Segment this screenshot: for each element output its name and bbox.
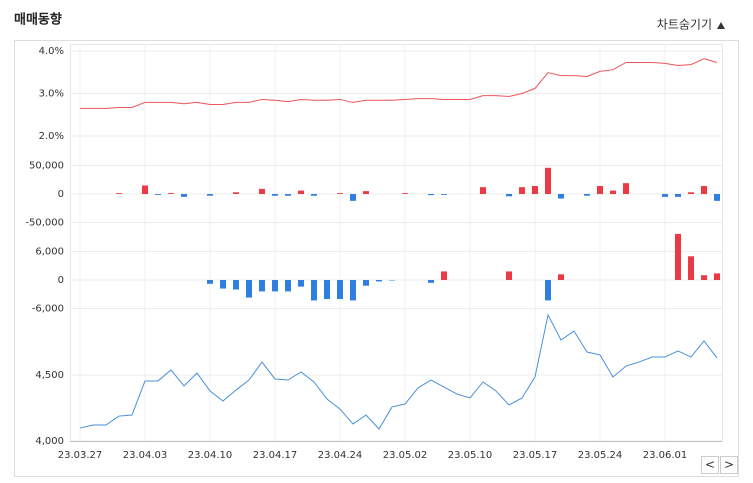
bar <box>662 194 668 197</box>
bar <box>441 271 447 280</box>
line-series <box>80 315 717 429</box>
x-tick-label: 23.04.03 <box>123 450 168 461</box>
bar <box>142 185 148 194</box>
bar <box>506 271 512 280</box>
bar <box>233 192 239 194</box>
x-tick-label: 23.03.27 <box>58 450 103 461</box>
plot-frame <box>71 45 723 442</box>
bar <box>701 275 707 280</box>
bar <box>272 194 278 196</box>
bar <box>402 193 408 194</box>
bar <box>532 186 538 194</box>
x-tick-label: 23.05.24 <box>578 450 623 461</box>
section-title: 매매동향 <box>14 12 62 28</box>
bar <box>298 191 304 194</box>
bar <box>311 194 317 196</box>
y-tick-label: 6,000 <box>35 247 64 258</box>
bar <box>584 194 590 196</box>
bar <box>428 280 434 283</box>
bar <box>441 194 447 195</box>
bar <box>155 194 161 195</box>
bar <box>363 191 369 194</box>
bar <box>558 274 564 280</box>
bar <box>428 194 434 195</box>
bar <box>363 280 369 286</box>
y-tick-label: 3.0% <box>39 89 64 100</box>
bar <box>116 193 122 194</box>
bar <box>181 194 187 197</box>
bar <box>285 280 291 291</box>
bar <box>311 280 317 300</box>
bar <box>350 194 356 201</box>
bar <box>688 256 694 280</box>
bar <box>714 273 720 280</box>
bar <box>168 193 174 194</box>
bar <box>285 194 291 196</box>
bar <box>350 280 356 300</box>
y-tick-label: 4,500 <box>35 370 64 381</box>
hide-chart-toggle[interactable]: 차트숨기기 <box>657 18 712 32</box>
bar <box>597 186 603 194</box>
bar <box>714 194 720 201</box>
y-tick-label: 4.0% <box>39 46 64 57</box>
bar <box>259 280 265 291</box>
bar <box>506 194 512 196</box>
y-tick-label: -50,000 <box>25 218 64 229</box>
x-tick-label: 23.04.17 <box>253 450 298 461</box>
bar <box>480 187 486 194</box>
bar <box>545 280 551 300</box>
bar <box>220 280 226 289</box>
x-tick-label: 23.05.02 <box>383 450 428 461</box>
bar <box>337 280 343 299</box>
bar <box>688 192 694 194</box>
bar <box>207 194 213 196</box>
bar <box>298 280 304 287</box>
bar <box>519 187 525 194</box>
y-tick-label: 4,000 <box>35 436 64 447</box>
y-tick-label: 0 <box>58 189 64 200</box>
bar <box>675 234 681 280</box>
bar <box>675 194 681 197</box>
bar <box>337 193 343 194</box>
bar <box>701 186 707 194</box>
y-tick-label: 50,000 <box>29 161 64 172</box>
x-tick-label: 23.04.24 <box>318 450 363 461</box>
bar <box>246 280 252 298</box>
chart-frame <box>15 41 739 477</box>
bar <box>233 280 239 290</box>
bar <box>207 280 213 284</box>
bar <box>558 194 564 199</box>
y-tick-label: 2.0% <box>39 131 64 142</box>
bar <box>545 168 551 194</box>
bar <box>259 189 265 194</box>
toggle-arrow[interactable] <box>717 22 725 29</box>
y-tick-label: 0 <box>58 275 64 286</box>
prev-label[interactable]: < <box>705 458 715 472</box>
next-label[interactable]: > <box>724 458 734 472</box>
bar <box>623 183 629 194</box>
line-series <box>80 59 717 109</box>
bar <box>272 280 278 291</box>
x-tick-label: 23.05.10 <box>448 450 493 461</box>
bar <box>324 280 330 299</box>
x-tick-label: 23.04.10 <box>188 450 233 461</box>
y-tick-label: -6,000 <box>32 304 64 315</box>
bar <box>610 191 616 194</box>
x-tick-label: 23.06.01 <box>643 450 688 461</box>
bar <box>376 280 382 281</box>
x-tick-label: 23.05.17 <box>513 450 558 461</box>
